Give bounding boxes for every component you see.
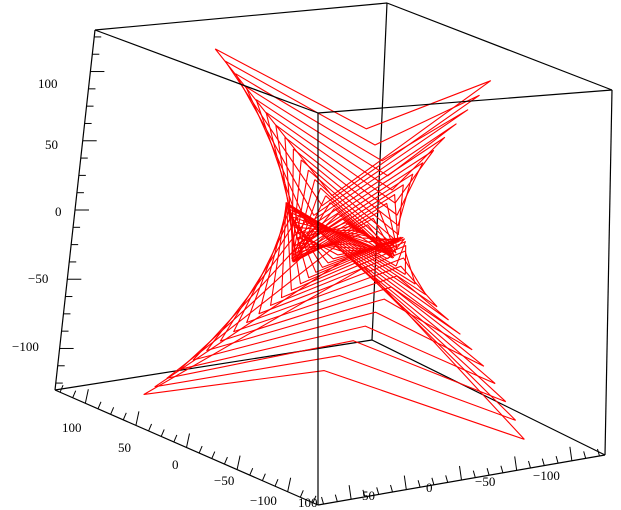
front-left-tick [261,473,266,481]
v-tick-label: 0 [55,204,62,219]
v-tick-label: −100 [12,339,39,354]
wire-frame-square [245,86,457,225]
box-edge [94,29,319,114]
box-edge [371,339,606,456]
front-left-tick [211,451,216,459]
front-left-tick [223,456,228,465]
front-left-tick [236,455,241,470]
front-right-tick [486,468,490,476]
v-tick-label: 100 [38,76,58,91]
front-right-tick [362,489,366,497]
wire-frame-square [154,255,517,421]
front-left-tick [186,433,190,448]
front-right-tick [376,487,380,495]
front-right-tick [597,448,600,457]
front-left-tick-label: 100 [62,420,82,435]
wire-frame-square [294,226,396,260]
box-edge [317,89,613,114]
front-left-tick [312,495,317,503]
front-left-tick-label: 0 [172,457,179,472]
front-left-tick [274,479,279,487]
wire-frame-square [286,205,405,285]
front-right-tick [555,456,559,464]
front-right-tick-label: 0 [426,480,433,495]
front-left-tick [198,445,203,454]
wire-frame-square [284,136,414,252]
front-right-tick [583,451,587,459]
front-left-tick [160,429,165,437]
front-left-tick [173,434,178,443]
front-left-tick [84,389,89,404]
front-right-tick-label: −50 [475,474,495,489]
v-tick-label: 50 [45,137,58,152]
wire-frame-square [295,202,393,260]
front-left-tick-label: 50 [118,440,131,455]
front-left-tick [110,407,115,415]
box-edge [386,2,613,91]
front-right-tick-label: 100 [298,495,318,510]
front-left-tick [249,467,254,476]
front-right-tick [390,484,393,493]
box-front-edges [54,2,613,506]
wire-frame-square [214,48,492,197]
box-edge [54,339,373,391]
wire-frame-square [224,60,480,207]
front-right-tick [403,475,407,490]
axis-tick-labels: 100 50 0 −50 −100 100 50 0 −50 −100 100 … [12,76,560,510]
front-left-tick [97,401,102,409]
front-left-tick [72,390,77,398]
front-right-tick [569,446,573,461]
wire-frame-square [192,227,485,367]
wire-frame-square [275,124,424,247]
front-left-tick [148,423,153,432]
front-right-tick [459,465,462,481]
wire-frame-square [265,111,435,241]
wire-frame-square [291,169,398,262]
v-tick-label: −50 [28,271,48,286]
axis-ticks [55,36,600,505]
front-right-tick [500,465,504,473]
front-right-tick [321,496,324,505]
front-left-tick [59,385,64,393]
wire-frame-square [235,73,469,216]
wire-frame-square [143,266,525,440]
front-right-tick [541,458,545,466]
front-right-tick [514,456,518,471]
front-right-tick [334,494,338,502]
wire-frame-square [293,187,396,263]
wire-frame-square [255,99,446,233]
front-right-tick [472,470,476,478]
front-right-tick [348,485,352,500]
front-left-tick-label: −100 [250,493,277,508]
wire-frame-square [166,245,507,403]
wire-frame-square [179,235,496,385]
front-right-tick [417,480,421,488]
front-left-tick [287,477,292,492]
front-right-tick-label: 50 [362,488,375,503]
wire-frame-square [291,159,399,260]
box-edge [94,2,388,31]
front-left-tick-label: −50 [214,473,234,488]
front-left-tick [299,490,304,498]
front-right-tick [431,477,435,485]
front-right-tick [445,475,449,483]
front-left-tick [122,412,127,421]
box-edge [604,89,613,456]
front-right-tick-label: −100 [533,468,560,483]
wireframe-series [143,48,525,440]
front-left-tick [135,411,140,426]
front-right-tick [528,460,531,469]
